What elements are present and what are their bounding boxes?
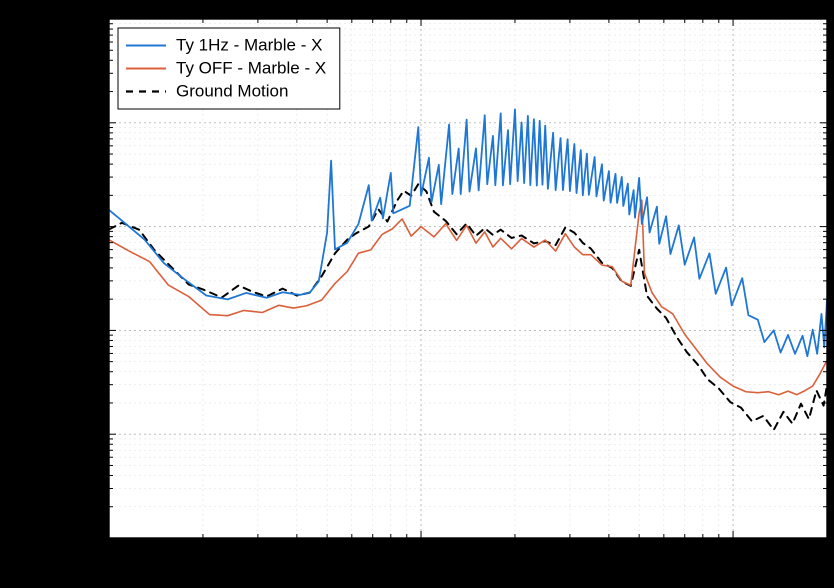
legend: Ty 1Hz - Marble - X Ty OFF - Marble - X Gr… [118, 28, 340, 109]
chart-svg: Ty 1Hz - Marble - X Ty OFF - Marble - X Gr… [0, 0, 834, 588]
legend-label: Ty 1Hz - Marble - X [176, 36, 322, 55]
chart-root: Ty 1Hz - Marble - X Ty OFF - Marble - X Gr… [0, 0, 834, 588]
legend-label: Ty OFF - Marble - X [176, 59, 326, 78]
legend-label: Ground Motion [176, 82, 288, 101]
